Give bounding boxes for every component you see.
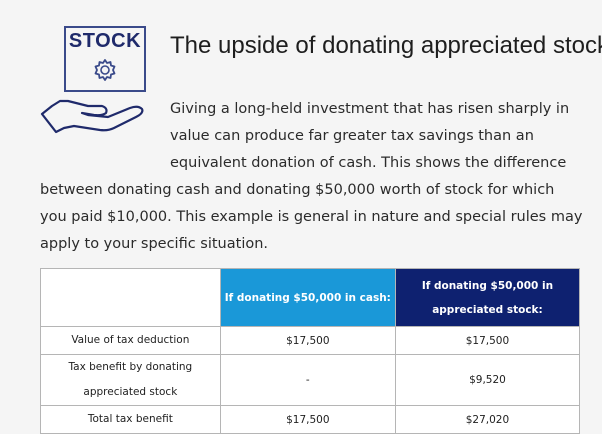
cash-value: $17,500 xyxy=(219,326,396,355)
stock-certificate-icon: STOCK xyxy=(64,26,146,92)
stock-certificate-label: STOCK xyxy=(68,30,142,52)
table-row: Value of tax deduction $17,500 $17,500 xyxy=(40,326,581,355)
stock-value: $9,520 xyxy=(394,354,581,406)
stock-value: $27,020 xyxy=(394,405,581,434)
page-title: The upside of donating appreciated stock xyxy=(170,32,602,59)
row-label: Total tax benefit xyxy=(40,405,221,434)
open-hand-icon xyxy=(40,99,144,134)
intro-line: apply to your specific situation. xyxy=(40,236,269,252)
row-label: Value of tax deduction xyxy=(40,326,221,355)
cash-value: $17,500 xyxy=(219,405,396,434)
table-header-row: If donating $50,000 in cash: If donating… xyxy=(40,268,581,327)
intro-line: between donating cash and donating $50,0… xyxy=(40,182,555,198)
table-row: Total tax benefit $17,500 $27,020 xyxy=(40,405,581,434)
table-header-blank xyxy=(40,268,221,327)
table-header-stock: If donating $50,000 in appreciated stock… xyxy=(394,268,581,327)
table-row: Tax benefit by donating appreciated stoc… xyxy=(40,354,581,406)
gear-icon xyxy=(94,59,116,81)
intro-line: you paid $10,000. This example is genera… xyxy=(40,209,583,225)
intro-line: value can produce far greater tax saving… xyxy=(170,128,534,144)
comparison-table: If donating $50,000 in cash: If donating… xyxy=(40,268,581,434)
intro-line: equivalent donation of cash. This shows … xyxy=(170,155,567,171)
intro-line: Giving a long-held investment that has r… xyxy=(170,101,570,117)
stock-value: $17,500 xyxy=(394,326,581,355)
row-label: Tax benefit by donating appreciated stoc… xyxy=(40,354,221,406)
intro-paragraph: Giving a long-held investment that has r… xyxy=(0,96,602,256)
stock-donation-illustration: STOCK xyxy=(38,26,160,136)
cash-value: - xyxy=(219,354,396,406)
table-header-cash: If donating $50,000 in cash: xyxy=(219,268,396,327)
